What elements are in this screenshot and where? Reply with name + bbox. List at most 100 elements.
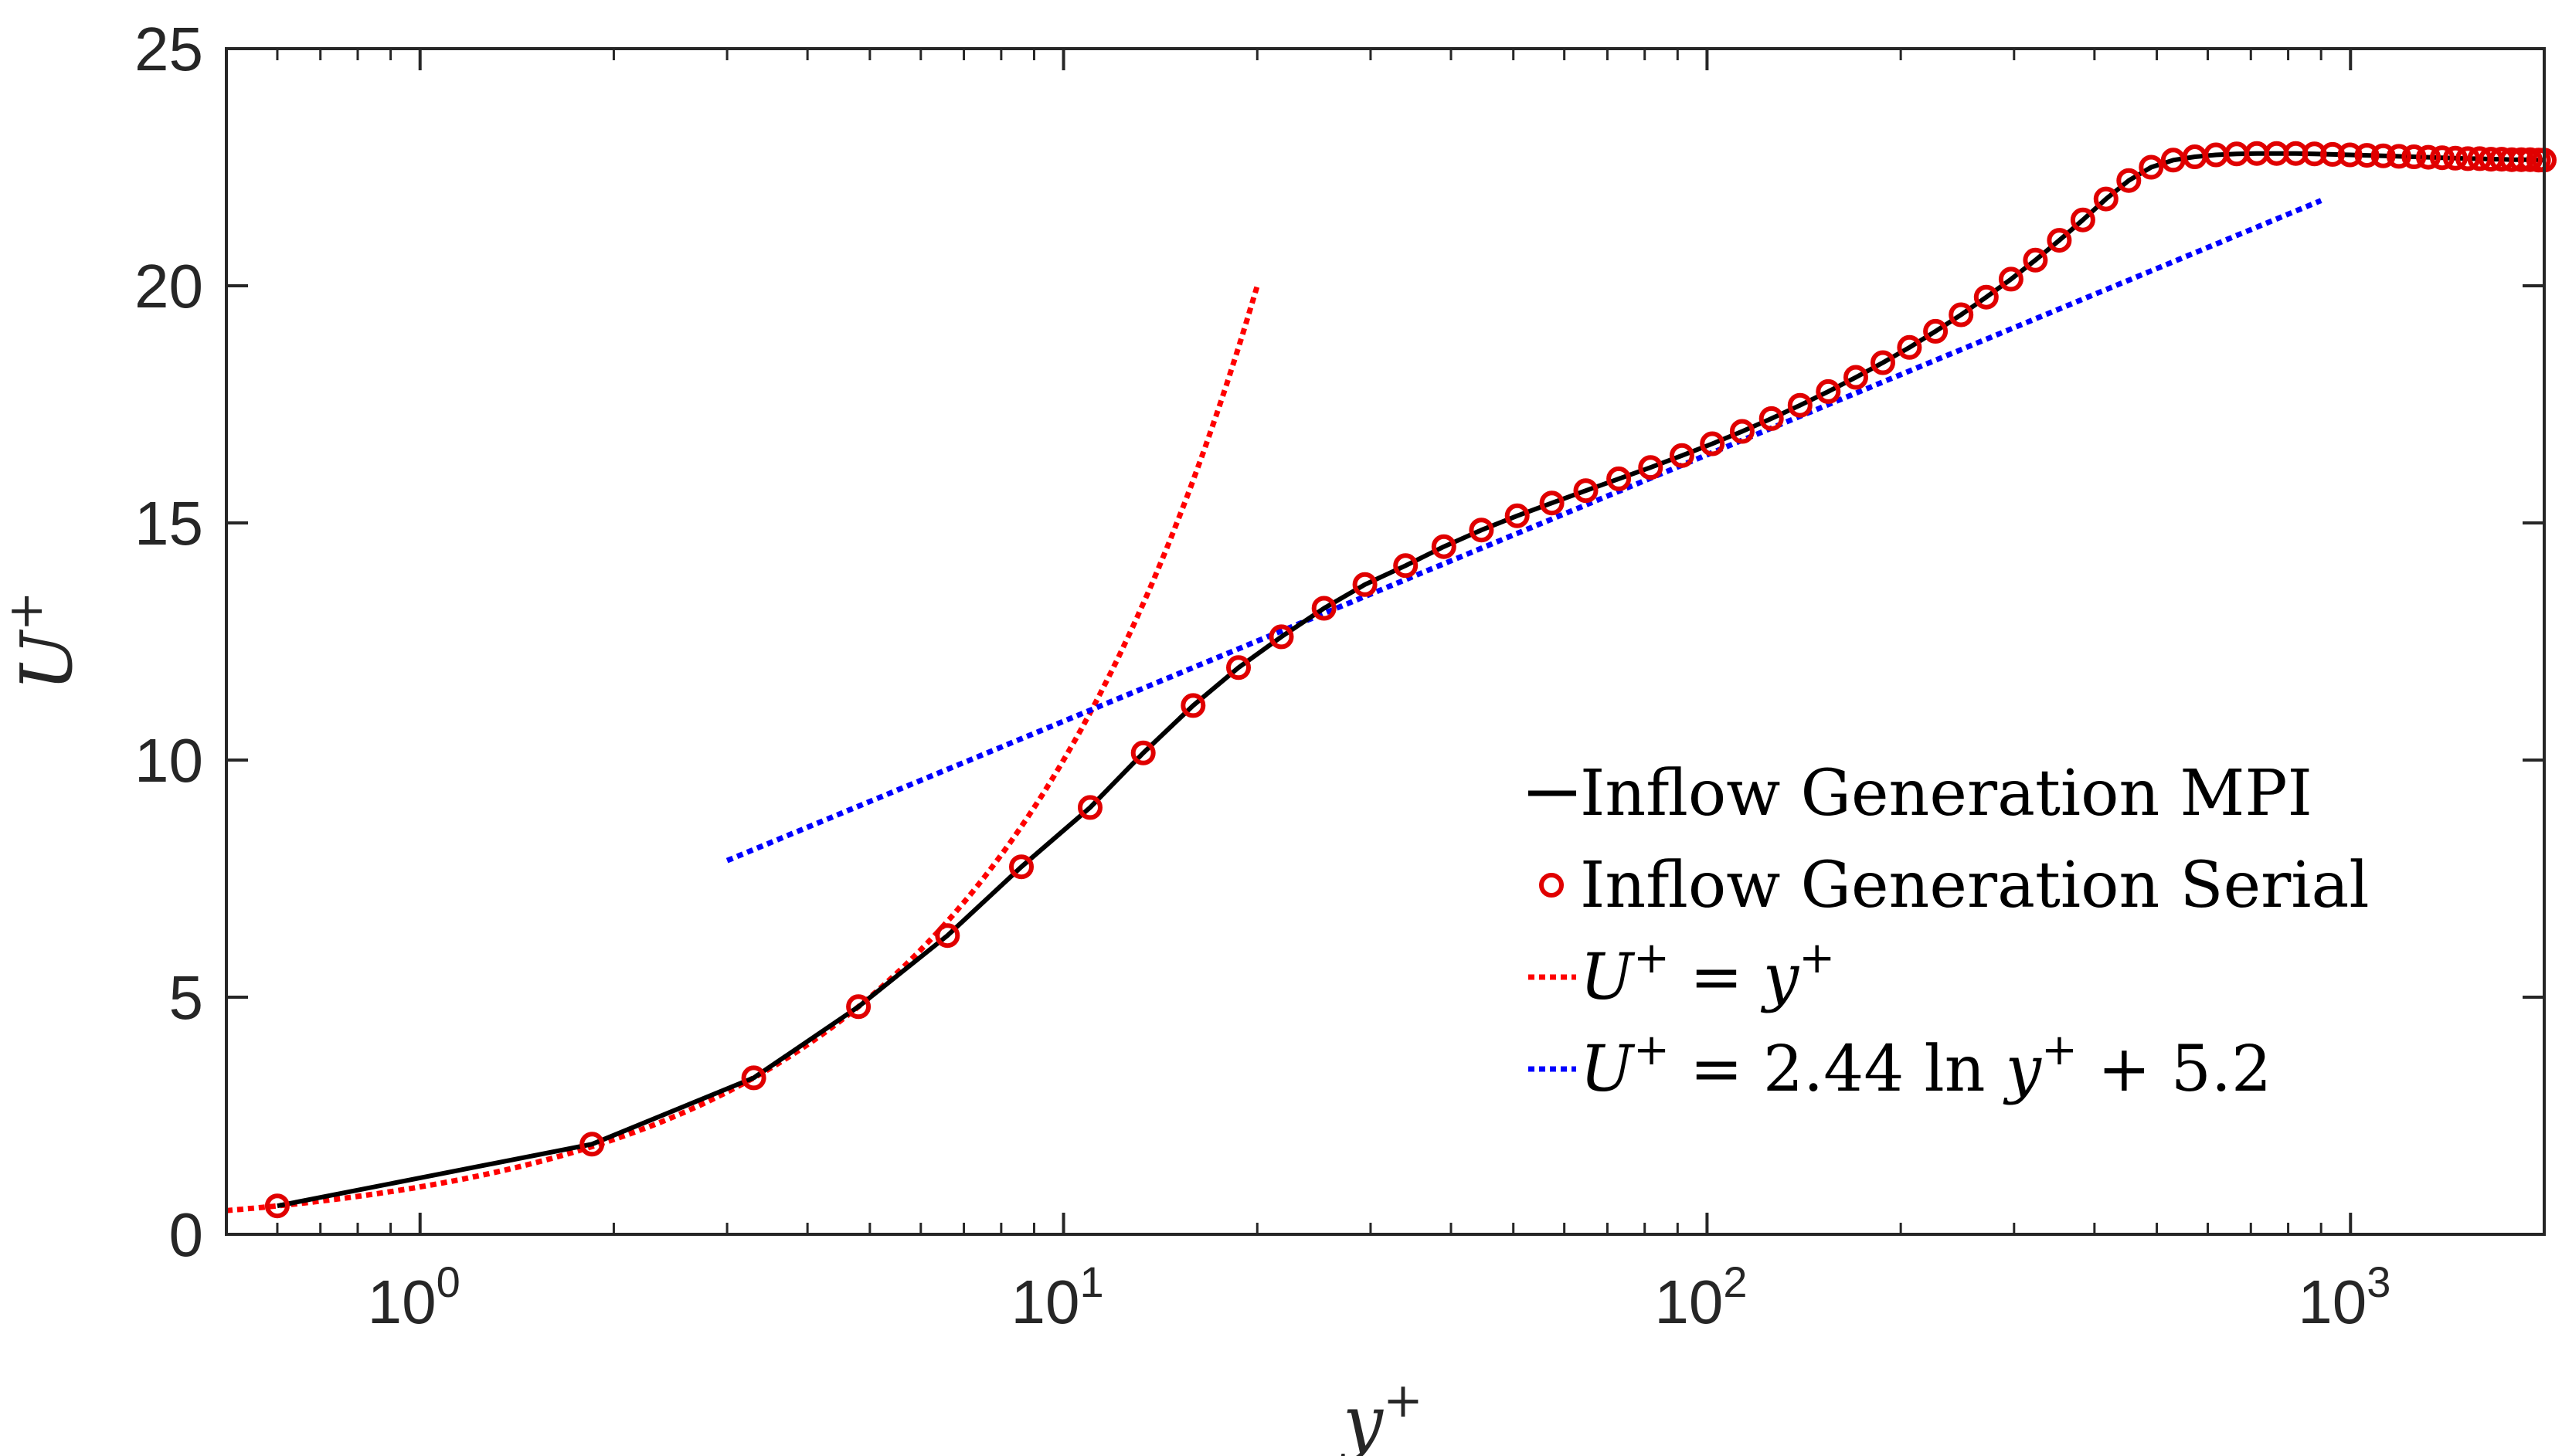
serial-data-point bbox=[2416, 144, 2441, 170]
serial-data-point bbox=[2337, 142, 2363, 168]
y-tick-label: 10 bbox=[134, 726, 203, 795]
serial-data-point bbox=[1949, 302, 1974, 328]
y-axis-label: U+ bbox=[0, 591, 88, 691]
x-tick-label: 100 bbox=[368, 1257, 460, 1336]
serial-data-point bbox=[1923, 318, 1949, 344]
legend-linear-u: U bbox=[1580, 941, 1636, 1014]
plot-frame bbox=[225, 47, 2546, 1236]
x-tick-label-exponent: 2 bbox=[1723, 1257, 1747, 1306]
serial-data-point bbox=[2139, 154, 2164, 180]
serial-data-point bbox=[1758, 406, 1784, 431]
y-tick-label: 0 bbox=[169, 1200, 204, 1269]
serial-data-point bbox=[1130, 740, 1156, 765]
y-tick-label: 20 bbox=[134, 252, 203, 321]
serial-data-point bbox=[2455, 146, 2481, 171]
serial-data-point bbox=[1573, 478, 1599, 504]
serial-data-point bbox=[2370, 143, 2396, 168]
serial-data-point bbox=[1009, 854, 1034, 880]
x-tick-label-exponent: 0 bbox=[437, 1257, 460, 1306]
x-axis-label-sup: + bbox=[1383, 1372, 1423, 1428]
serial-data-point bbox=[935, 923, 960, 949]
x-tick-label-base: 10 bbox=[1011, 1268, 1080, 1336]
serial-data-point bbox=[1973, 284, 1999, 310]
serial-data-point bbox=[2442, 145, 2468, 171]
serial-data-point bbox=[1431, 534, 1456, 559]
serial-data-point bbox=[2320, 141, 2345, 167]
serial-data-point bbox=[1539, 490, 1565, 516]
serial-data-point bbox=[1078, 795, 1103, 820]
serial-data-point bbox=[1226, 655, 1251, 680]
legend: Inflow Generation MPI Inflow Generation … bbox=[1528, 757, 2370, 1106]
x-tick-label-exponent: 3 bbox=[2367, 1257, 2390, 1306]
legend-log-y: y bbox=[2003, 1033, 2043, 1106]
serial-data-point bbox=[1998, 266, 2023, 292]
serial-data-point bbox=[1638, 455, 1663, 480]
serial-data-point bbox=[2509, 147, 2534, 172]
legend-label-linear-law: U+ = y+ bbox=[1580, 933, 1835, 1014]
y-tick-layer: 0 5 10 15 20 25 bbox=[134, 15, 2544, 1269]
x-tick-label: 101 bbox=[1011, 1257, 1104, 1336]
axes-layer bbox=[225, 47, 2546, 1236]
serial-data-point bbox=[2023, 247, 2048, 273]
x-axis-label: y+ bbox=[1340, 1372, 1423, 1456]
serial-data-point bbox=[1897, 334, 1922, 360]
serial-data-point bbox=[1816, 378, 1841, 404]
series-layer bbox=[226, 141, 2557, 1219]
serial-data-point bbox=[1469, 518, 1494, 543]
serial-data-point bbox=[1700, 431, 1725, 456]
serial-data-point bbox=[2429, 145, 2455, 171]
serial-data-point bbox=[741, 1065, 766, 1091]
serial-data-point bbox=[1269, 624, 1294, 650]
serial-data-point bbox=[1669, 443, 1694, 468]
serial-data-point bbox=[1352, 572, 1378, 597]
legend-symbol-serial bbox=[1539, 873, 1564, 898]
plot-area-background bbox=[226, 49, 2544, 1234]
serial-data-point bbox=[846, 994, 872, 1020]
x-tick-label-base: 10 bbox=[2298, 1268, 2367, 1336]
serial-data-point bbox=[1871, 350, 1895, 375]
x-axis-label-base: y bbox=[1340, 1380, 1384, 1456]
serial-data-point bbox=[1393, 553, 1419, 579]
serial-data-point bbox=[2116, 168, 2142, 193]
serial-data-point bbox=[2047, 228, 2072, 253]
serial-data-point bbox=[2070, 207, 2095, 232]
legend-label-serial: Inflow Generation Serial bbox=[1580, 849, 2370, 922]
legend-log-y-sup: + bbox=[2041, 1025, 2078, 1075]
serial-data-point bbox=[1843, 365, 1868, 390]
legend-log-u: U bbox=[1580, 1033, 1636, 1106]
y-tick-label: 5 bbox=[169, 963, 204, 1032]
serial-data-point bbox=[2354, 143, 2380, 168]
serial-data-point bbox=[579, 1132, 605, 1157]
x-tick-label-exponent: 1 bbox=[1079, 1257, 1103, 1306]
serial-data-point bbox=[1787, 392, 1813, 418]
serial-data-point bbox=[1181, 693, 1206, 718]
serial-data-point bbox=[1729, 419, 1755, 444]
serial-data-point bbox=[2386, 144, 2411, 169]
legend-log-eq: = 2.44 ln bbox=[1670, 1033, 2006, 1106]
x-tick-label-base: 10 bbox=[368, 1268, 437, 1336]
y-tick-label: 15 bbox=[134, 489, 203, 558]
legend-linear-y: y bbox=[1760, 941, 1800, 1014]
x-tick-label: 103 bbox=[2298, 1257, 2390, 1336]
serial-data-point bbox=[1311, 596, 1337, 621]
serial-data-point bbox=[2517, 147, 2543, 172]
serial-data-point bbox=[1504, 503, 1530, 528]
x-tick-label: 102 bbox=[1654, 1257, 1747, 1336]
legend-log-const: + 5.2 bbox=[2078, 1033, 2271, 1106]
y-tick-label: 25 bbox=[134, 15, 203, 83]
legend-linear-u-sup: + bbox=[1633, 933, 1670, 983]
x-tick-label-base: 10 bbox=[1654, 1268, 1723, 1336]
serial-data-point bbox=[264, 1193, 290, 1219]
y-axis-label-sup: + bbox=[0, 591, 53, 631]
serial-data-point bbox=[2401, 144, 2427, 169]
x-tick-layer: 100 101 102 103 bbox=[225, 49, 2546, 1336]
legend-linear-y-sup: + bbox=[1799, 933, 1835, 983]
serial-data-point bbox=[2093, 186, 2119, 212]
legend-label-mpi: Inflow Generation MPI bbox=[1580, 757, 2312, 830]
legend-log-u-sup: + bbox=[1633, 1025, 1670, 1075]
y-axis-label-base: U bbox=[5, 629, 88, 691]
legend-label-log-law: U+ = 2.44 ln y+ + 5.2 bbox=[1580, 1025, 2271, 1106]
legend-linear-eq: = bbox=[1670, 941, 1763, 1014]
serial-data-point bbox=[1606, 466, 1632, 491]
